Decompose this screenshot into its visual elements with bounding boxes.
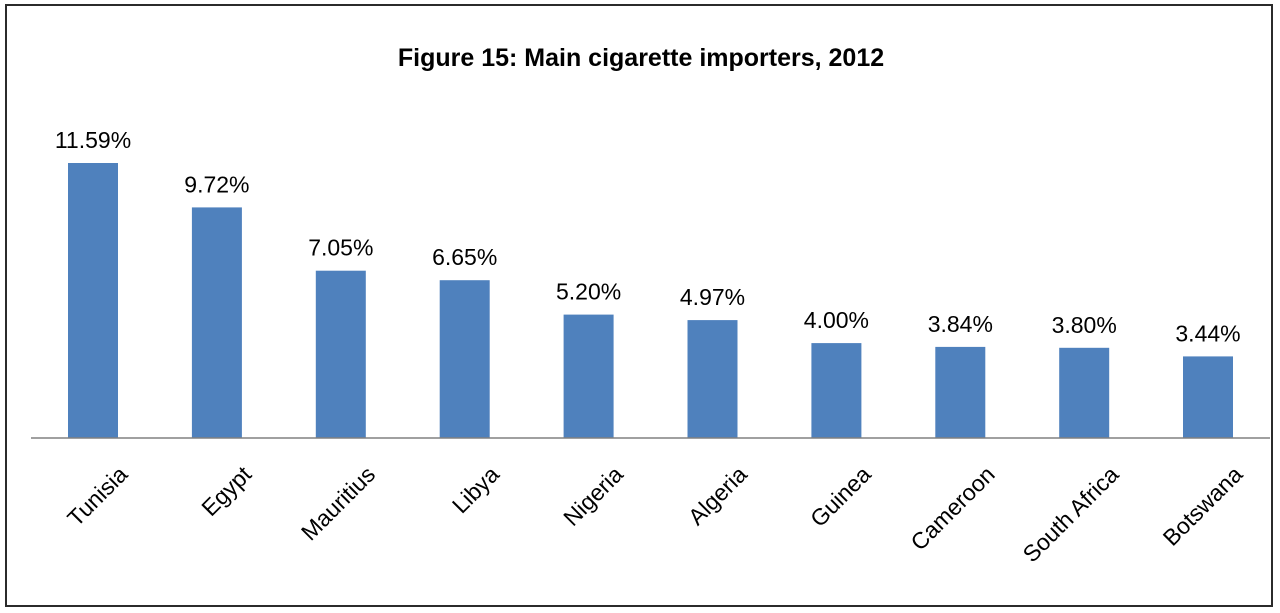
data-label: 3.80%: [1052, 312, 1117, 338]
bar-tunisia: [68, 163, 118, 438]
bar-cameroon: [935, 346, 986, 438]
bar-guinea: [811, 343, 862, 438]
data-labels-group: 11.59% 9.72% 7.05% 6.65% 5.20% 4.97% 4.00% 3.84…: [55, 127, 1241, 346]
x-tick-label: Nigeria: [558, 461, 628, 531]
x-tick-label: Egypt: [196, 461, 256, 521]
x-tick-label: Botswana: [1158, 461, 1248, 551]
x-tick-label: Algeria: [683, 461, 752, 530]
x-tick-label: Libya: [447, 461, 504, 518]
bar-south-africa: [1059, 347, 1110, 438]
data-label: 3.44%: [1175, 320, 1240, 346]
x-tick-label: Guinea: [805, 461, 876, 532]
x-tick-label: Cameroon: [905, 461, 999, 555]
bar-botswana: [1183, 356, 1233, 438]
x-tick-label: South Africa: [1018, 461, 1124, 567]
bar-egypt: [191, 207, 242, 438]
data-label: 6.65%: [432, 244, 497, 270]
data-label: 3.84%: [928, 311, 993, 337]
tick-labels-group: Tunisia Egypt Mauritius Libya Nigeria Algeria…: [62, 461, 1247, 568]
data-label: 4.97%: [680, 284, 745, 310]
data-label: 4.00%: [804, 307, 869, 333]
data-label: 11.59%: [55, 127, 131, 153]
data-label: 9.72%: [184, 171, 249, 197]
data-label: 7.05%: [308, 235, 373, 261]
chart-title: Figure 15: Main cigarette importers, 201…: [398, 44, 884, 72]
bar-algeria: [687, 320, 738, 438]
bar-nigeria: [563, 314, 614, 438]
x-tick-label: Tunisia: [62, 461, 132, 531]
bars-group: [68, 163, 1233, 438]
bar-libya: [439, 280, 490, 438]
data-label: 5.20%: [556, 279, 621, 305]
bar-mauritius: [315, 270, 366, 438]
x-tick-label: Mauritius: [296, 461, 380, 545]
